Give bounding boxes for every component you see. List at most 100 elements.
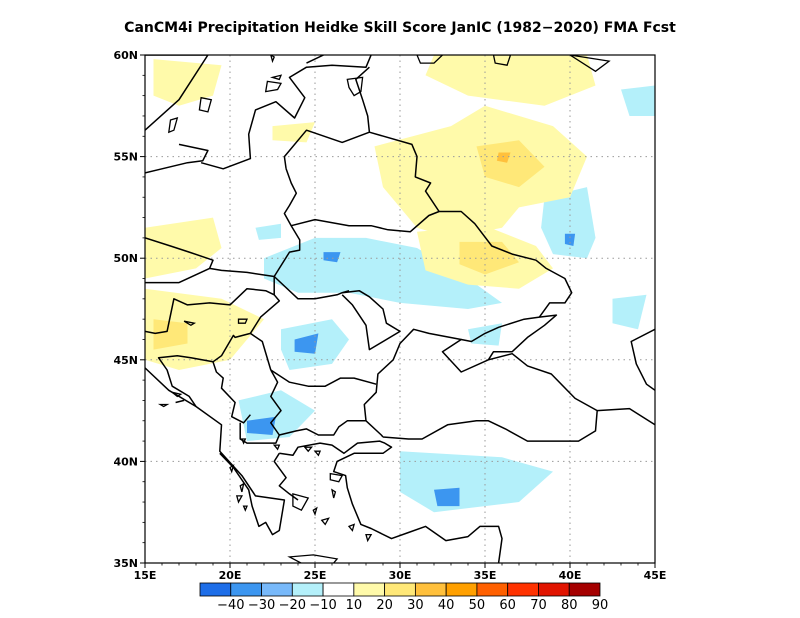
lon-tick-label: 40E [559,569,582,582]
colorbar-label: 90 [592,598,609,613]
positive-region-baltic-north [153,59,222,106]
coast-or-border-line [279,420,366,436]
coast-or-border-line [273,168,301,277]
coast-or-border-line [283,66,371,169]
island-outline [347,523,356,532]
coast-or-border-line [145,367,286,536]
lon-tick-label: 45E [644,569,667,582]
colorbar-swatch [230,582,262,597]
lat-tick-label: 45N [113,354,138,367]
island-outline [287,554,339,563]
coast-or-border-line [369,131,440,212]
coast-or-border-line [306,55,324,64]
coast-or-border-line [270,369,377,387]
colorbar-label: 50 [469,598,486,613]
island-outline [242,505,248,512]
island-outline [198,96,213,113]
lat-tick-label: 40N [113,455,138,468]
negative-region-volga [541,187,596,259]
positive-region-russia-central [374,105,587,238]
coast-or-border-line [175,399,185,404]
coast-or-border-line [279,440,503,563]
island-outline [264,80,283,93]
lake-outline [272,444,281,451]
coast-or-border-line [597,407,655,426]
island-outline [312,506,318,517]
island-outline [235,495,244,504]
colorbar-label: −10 [309,598,336,613]
colorbar-label: 60 [499,598,516,613]
lon-tick-label: 15E [134,569,157,582]
lat-tick-label: 60N [113,49,138,62]
island-outline [270,55,276,64]
lon-tick-label: 35E [474,569,497,582]
island-outline [292,493,310,512]
lat-tick-label: 35N [113,557,138,570]
positive-region-latvia [272,122,315,143]
negative-region-anatolia-core [434,487,460,507]
coast-or-border-line [273,275,401,351]
negative-region-romania-core [294,333,319,354]
coastlines-and-borders [145,55,655,563]
coast-or-border-line [145,267,275,335]
colorbar-label: 30 [407,598,424,613]
island-outline [229,464,235,474]
island-outline [320,517,330,526]
positive-region-russia-north [425,55,596,106]
colorbar-swatch [414,582,447,597]
lake-outline [240,438,247,445]
coast-or-border-line [145,237,214,269]
coast-or-border-line [145,143,209,174]
coast-or-border-line [461,314,558,361]
skill-score-shading [145,55,655,513]
island-outline [270,74,283,81]
coast-or-border-line [273,452,299,501]
negative-region-volga-core [564,233,576,246]
coast-or-border-line [200,55,372,170]
colorbar-swatch [568,582,601,597]
colorbar-label: 40 [438,598,455,613]
map-title: CanCM4i Precipitation Heidke Skill Score… [124,20,676,36]
lon-tick-label: 30E [389,569,412,582]
colorbar-label: 80 [561,598,578,613]
positive-region-russia-central-core [476,140,545,188]
colorbar-swatch [199,582,232,597]
colorbar-label: 20 [376,598,393,613]
colorbar-label: −40 [217,598,244,613]
coast-or-border-line [157,354,214,407]
coast-or-border-line [630,328,655,391]
island-outline [303,446,314,453]
negative-region-caspian-n [612,294,647,330]
island-outline [168,117,179,134]
colorbar-swatch [291,582,324,597]
island-outline [365,533,373,543]
lake-outline [346,76,364,97]
negative-region-poland-patch [255,223,281,240]
colorbar-swatch [261,582,293,597]
lake-outline [237,318,248,324]
island-outline [239,482,245,493]
negative-region-anatolia [400,451,553,513]
coast-or-border-line [363,328,598,442]
negative-region-bulgaria-core [247,416,276,435]
island-outline [313,450,322,457]
colorbar-label: 10 [346,598,363,613]
colorbar-swatch [384,582,416,597]
colorbar-swatch [507,582,539,597]
positive-region-poland-west [145,217,222,279]
axis-ticks: 15E 20E 25E 30E 35E 40E 45E 35N 40N 45N 50N 55N 60N [113,49,666,582]
negative-region-russia-ne [621,85,655,116]
lat-lon-gridlines [145,55,655,563]
colorbar-label: −30 [248,598,275,613]
coast-or-border-line [249,332,272,371]
coast-or-border-line [341,289,350,294]
island-outline [329,472,344,483]
lat-tick-label: 55N [113,151,138,164]
lake-outline [569,55,611,73]
lake-outline [416,55,444,64]
lake-outline [492,55,512,66]
positive-region-hungary [145,288,264,370]
island-outline [331,488,337,499]
coast-or-border-line [239,369,282,444]
